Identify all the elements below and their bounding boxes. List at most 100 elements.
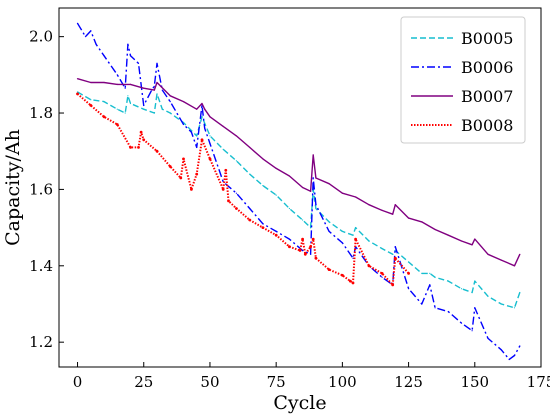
point-b0005-41 (474, 280, 476, 282)
point-b0005-29 (355, 227, 357, 229)
point-b0005-19 (262, 185, 264, 187)
point-b0007-24 (328, 183, 330, 185)
x-axis-label: Cycle (273, 392, 326, 414)
point-b0005-3 (116, 108, 118, 110)
point-b0007-36 (471, 244, 473, 246)
point-b0006-47 (474, 307, 476, 309)
point-b0007-20 (302, 186, 304, 189)
point-b0006-43 (434, 307, 436, 309)
point-b0006-25 (262, 223, 264, 225)
point-b0005-37 (434, 276, 436, 278)
point-b0006-41 (421, 303, 423, 305)
point-b0005-17 (235, 160, 237, 162)
point-b0005-34 (408, 261, 410, 263)
point-b0008-16 (221, 188, 225, 191)
point-b0006-24 (249, 207, 251, 210)
point-b0007-30 (394, 204, 396, 206)
legend-label-b0005: B0005 (461, 29, 513, 48)
point-b0008-25 (301, 237, 304, 241)
point-b0006-45 (460, 322, 463, 324)
x-tick-label-25: 25 (134, 373, 153, 391)
point-b0005-16 (222, 148, 224, 150)
point-b0007-9 (182, 101, 185, 103)
point-b0008-9 (168, 165, 172, 168)
point-b0006-31 (315, 204, 317, 206)
point-b0008-21 (261, 226, 265, 230)
series-layer (76, 22, 521, 361)
point-b0007-18 (275, 167, 277, 169)
series-b0008 (76, 92, 410, 287)
point-b0007-17 (262, 158, 264, 160)
point-b0007-12 (204, 108, 206, 110)
point-b0006-27 (288, 238, 290, 240)
point-b0007-2 (103, 81, 105, 84)
point-b0007-4 (129, 83, 132, 85)
point-b0006-29 (310, 253, 312, 255)
point-b0005-4 (124, 112, 126, 114)
point-b0008-27 (309, 245, 312, 249)
point-b0007-13 (209, 116, 211, 118)
point-b0008-11 (182, 157, 185, 161)
point-b0005-42 (487, 295, 489, 297)
point-b0007-16 (249, 146, 251, 148)
point-b0005-45 (519, 291, 521, 294)
point-b0008-30 (327, 268, 331, 271)
point-b0006-49 (500, 349, 502, 351)
y-tick-label-1-6: 1.6 (29, 180, 53, 198)
point-b0006-0 (76, 22, 79, 24)
legend-label-b0008: B0008 (461, 116, 513, 135)
point-b0005-18 (249, 173, 251, 175)
point-b0006-30 (312, 177, 314, 179)
point-b0007-1 (90, 81, 92, 84)
point-b0005-35 (421, 272, 423, 274)
point-b0007-31 (408, 217, 410, 219)
point-b0005-14 (201, 116, 203, 118)
point-b0006-42 (429, 284, 431, 286)
point-b0006-48 (487, 337, 489, 339)
point-b0008-14 (200, 138, 204, 142)
x-tick-label-125: 125 (394, 373, 423, 391)
point-b0006-12 (153, 85, 155, 87)
point-b0005-38 (447, 280, 449, 282)
point-b0007-7 (156, 81, 158, 84)
point-b0006-15 (169, 101, 171, 103)
point-b0007-23 (315, 177, 317, 179)
point-b0005-1 (90, 99, 92, 101)
point-b0005-0 (76, 91, 79, 93)
point-b0007-3 (116, 83, 118, 85)
point-b0006-40 (408, 288, 410, 290)
point-b0005-13 (196, 135, 198, 137)
point-b0008-35 (367, 264, 371, 268)
point-b0007-35 (460, 240, 463, 242)
series-line-b0008 (76, 93, 410, 286)
point-b0005-26 (328, 221, 330, 223)
point-b0006-9 (137, 62, 140, 64)
point-b0008-1 (89, 104, 93, 107)
point-b0005-25 (315, 207, 317, 210)
legend-label-b0006: B0006 (461, 58, 513, 77)
point-b0006-32 (328, 230, 330, 232)
point-b0006-26 (275, 230, 277, 232)
point-b0005-21 (288, 207, 290, 210)
point-b0006-39 (394, 246, 396, 248)
point-b0008-7 (142, 138, 146, 142)
point-b0008-38 (393, 256, 397, 260)
point-b0007-22 (312, 154, 314, 156)
point-b0007-40 (513, 265, 516, 267)
point-b0005-8 (153, 112, 155, 114)
y-axis-label: Capacity/Ah (2, 129, 24, 246)
point-b0005-6 (129, 102, 132, 105)
point-b0008-15 (208, 157, 212, 161)
point-b0008-19 (235, 207, 238, 210)
point-b0005-22 (302, 219, 304, 221)
point-b0008-31 (341, 273, 344, 277)
legend: B0005 B0006 B0007 B0008 (400, 16, 526, 144)
point-b0006-51 (513, 354, 516, 357)
point-b0008-2 (102, 115, 106, 119)
point-b0006-7 (127, 43, 129, 45)
point-b0007-10 (196, 108, 198, 110)
point-b0007-0 (76, 78, 79, 80)
point-b0005-28 (352, 234, 354, 236)
point-b0006-6 (124, 87, 126, 89)
point-b0006-3 (95, 43, 97, 45)
